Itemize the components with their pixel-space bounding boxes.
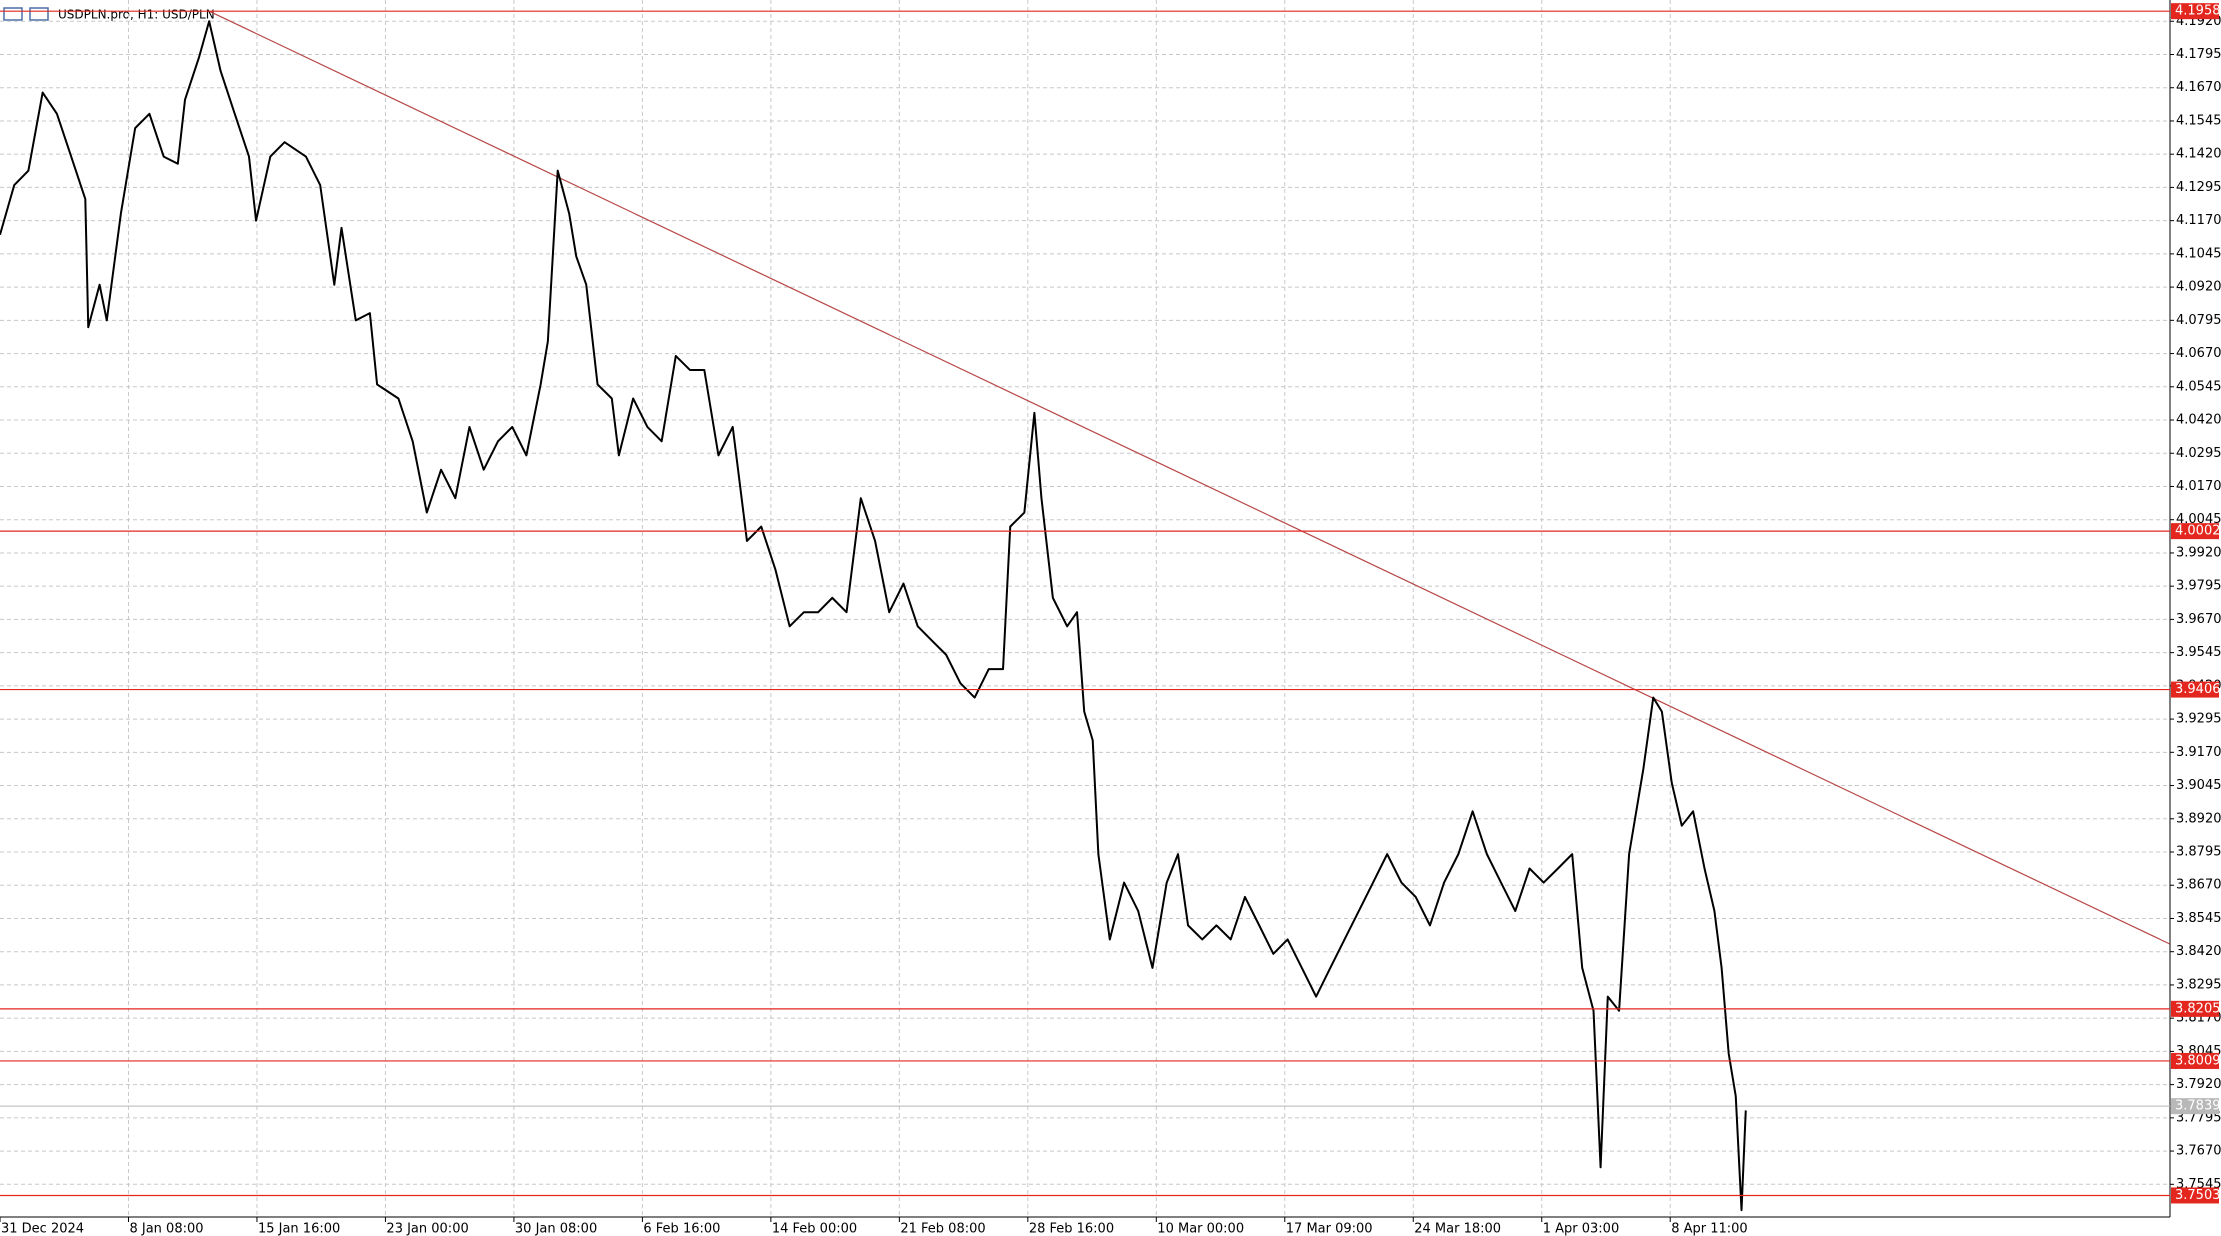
y-tick-label: 4.0920 <box>2176 280 2221 295</box>
symbol-icons <box>3 7 49 21</box>
level-label: 4.0002 <box>2175 524 2221 539</box>
x-tick-label: 14 Feb 00:00 <box>772 1222 857 1236</box>
y-tick-label: 3.8670 <box>2176 878 2221 893</box>
x-tick-label: 31 Dec 2024 <box>1 1222 84 1236</box>
chart-title: USDPLN.pro, H1: USD/PLN <box>58 8 215 22</box>
y-tick-label: 4.0795 <box>2176 313 2221 328</box>
icon <box>29 7 49 21</box>
x-tick-label: 23 Jan 00:00 <box>386 1222 468 1236</box>
x-tick-label: 30 Jan 08:00 <box>515 1222 597 1236</box>
y-tick-label: 4.0545 <box>2176 379 2221 394</box>
x-tick-label: 8 Apr 11:00 <box>1671 1222 1748 1236</box>
y-tick-label: 3.9045 <box>2176 778 2221 793</box>
y-tick-label: 3.7670 <box>2176 1144 2221 1159</box>
level-label-box <box>2171 681 2219 698</box>
y-tick-label: 4.0295 <box>2176 446 2221 461</box>
x-tick-label: 6 Feb 16:00 <box>643 1222 720 1236</box>
level-label-box <box>2171 523 2219 540</box>
y-tick-label: 4.1420 <box>2176 147 2221 162</box>
y-tick-label: 4.0170 <box>2176 479 2221 494</box>
x-tick-label: 28 Feb 16:00 <box>1029 1222 1114 1236</box>
level-label-box <box>2171 1187 2219 1204</box>
y-tick-label: 3.9170 <box>2176 745 2221 760</box>
x-tick-label: 1 Apr 03:00 <box>1543 1222 1620 1236</box>
y-tick-label: 4.1670 <box>2176 80 2221 95</box>
y-tick-label: 3.8295 <box>2176 977 2221 992</box>
y-tick-label: 3.9920 <box>2176 545 2221 560</box>
y-tick-label: 3.9545 <box>2176 645 2221 660</box>
y-tick-label: 4.1170 <box>2176 213 2221 228</box>
y-tick-label: 3.8545 <box>2176 911 2221 926</box>
level-label: 3.8205 <box>2175 1001 2221 1016</box>
level-label-box <box>2171 1052 2219 1069</box>
level-label: 3.9406 <box>2175 682 2221 697</box>
level-label: 3.8009 <box>2175 1053 2221 1068</box>
y-tick-label: 4.0670 <box>2176 346 2221 361</box>
y-tick-label: 3.9295 <box>2176 712 2221 727</box>
x-tick-label: 24 Mar 18:00 <box>1414 1222 1501 1236</box>
level-label-box <box>2171 1000 2219 1017</box>
current-price-box <box>2171 1098 2219 1115</box>
y-tick-label: 3.8795 <box>2176 845 2221 860</box>
y-tick-label: 3.8920 <box>2176 811 2221 826</box>
y-tick-label: 3.8420 <box>2176 944 2221 959</box>
x-tick-label: 17 Mar 09:00 <box>1286 1222 1373 1236</box>
icon <box>3 7 23 21</box>
price-line <box>0 20 1747 1212</box>
level-label: 3.7503 <box>2175 1188 2221 1203</box>
y-tick-label: 3.9670 <box>2176 612 2221 627</box>
level-label: 4.1958 <box>2175 4 2221 19</box>
y-tick-label: 4.1795 <box>2176 47 2221 62</box>
x-tick-label: 8 Jan 08:00 <box>129 1222 203 1236</box>
current-price-label: 3.7839 <box>2175 1099 2221 1114</box>
x-tick-label: 21 Feb 08:00 <box>900 1222 985 1236</box>
y-tick-label: 4.1545 <box>2176 113 2221 128</box>
level-label-box <box>2171 3 2219 20</box>
y-tick-label: 4.0420 <box>2176 413 2221 428</box>
x-tick-label: 15 Jan 16:00 <box>258 1222 340 1236</box>
y-tick-label: 4.1045 <box>2176 246 2221 261</box>
trendline <box>208 10 2171 945</box>
y-tick-label: 4.1295 <box>2176 180 2221 195</box>
y-tick-label: 3.7920 <box>2176 1077 2221 1092</box>
y-tick-label: 3.9795 <box>2176 579 2221 594</box>
x-tick-label: 10 Mar 00:00 <box>1157 1222 1244 1236</box>
